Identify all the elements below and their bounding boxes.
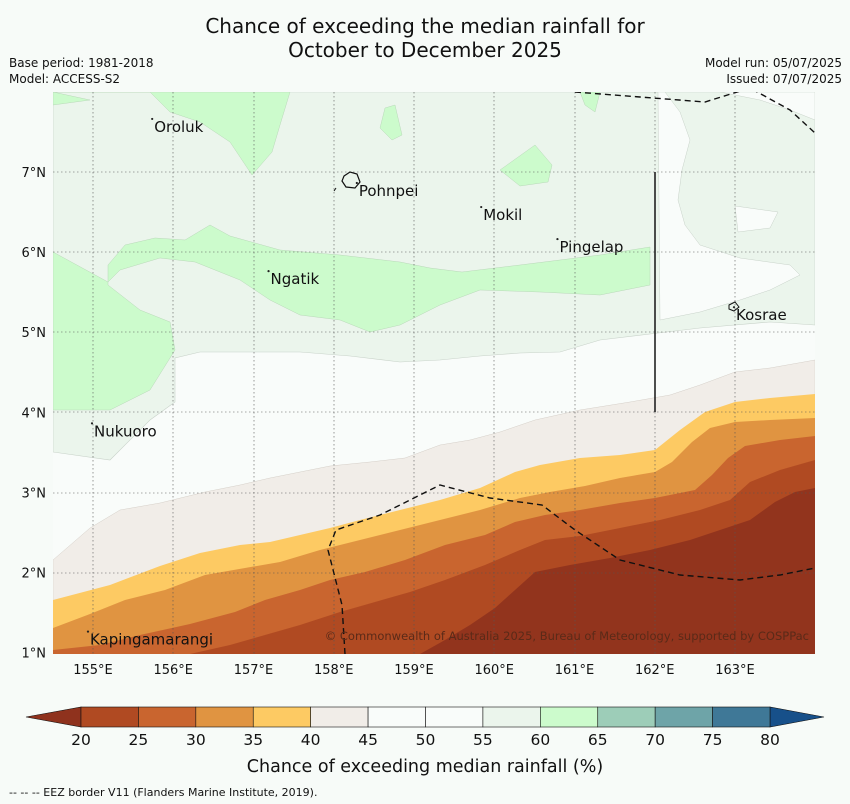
- region-50-55-east2: [719, 92, 815, 121]
- map-plot-area: [53, 92, 815, 654]
- colorbar-swatch: [195, 706, 254, 728]
- lat-tick-label: 7°N: [22, 166, 47, 181]
- region-below-20: [420, 488, 815, 654]
- lat-tick-label: 3°N: [22, 486, 47, 501]
- colorbar-swatch: [310, 706, 369, 728]
- pohnpei-island-shape: [341, 171, 361, 189]
- lon-tick-label: 157°E: [234, 663, 274, 678]
- colorbar-swatch: [138, 706, 197, 728]
- colorbar-swatch: [654, 706, 713, 728]
- region-50-55-east: [575, 92, 801, 321]
- lon-tick-label: 155°E: [73, 663, 113, 678]
- title-line-2: October to December 2025: [288, 38, 562, 62]
- colorbar-over-arrow: [769, 706, 825, 728]
- region-60-65-topright: [579, 92, 601, 113]
- issued-date: Issued: 07/07/2025: [726, 72, 842, 86]
- colorbar-tick-label: 60: [530, 731, 550, 749]
- place-marker: [86, 630, 90, 633]
- eez-borders: [327, 92, 815, 654]
- base-period: Base period: 1981-2018: [9, 56, 154, 70]
- pohnpei-atoll-mark: [333, 187, 337, 192]
- colorbar-tick-label: 65: [588, 731, 608, 749]
- colorbar-tick-label: 80: [760, 731, 780, 749]
- place-marker: [355, 181, 358, 185]
- colorbar-tick-label: 35: [243, 731, 263, 749]
- colorbar-tick-label: 75: [703, 731, 723, 749]
- meta-left: Base period: 1981-2018 Model: ACCESS-S2: [9, 55, 154, 87]
- lon-tick-label: 163°E: [715, 663, 755, 678]
- place-label-pohnpei: Pohnpei: [359, 182, 419, 200]
- region-60-65-small: [379, 104, 403, 141]
- place-marker: [90, 422, 94, 425]
- colorbar-under-arrow: [25, 706, 82, 728]
- place-label-nukuoro: Nukuoro: [94, 422, 157, 440]
- place-label-pingelap: Pingelap: [559, 238, 623, 256]
- colorbar-tick-label: 70: [645, 731, 665, 749]
- lat-tick-label: 5°N: [22, 326, 47, 341]
- colorbar-label: Chance of exceeding median rainfall (%): [247, 757, 603, 777]
- region-60-65-island: [499, 144, 553, 187]
- lat-tick-label: 6°N: [22, 246, 47, 261]
- place-label-ngatik: Ngatik: [271, 270, 320, 288]
- colorbar-swatch: [482, 706, 541, 728]
- meta-right: Model run: 05/07/2025 Issued: 07/07/2025: [705, 55, 842, 87]
- longitude-tick-labels: 155°E 156°E 157°E 158°E 159°E 160°E 161°E 162°E…: [73, 663, 755, 678]
- colorbar-swatch: [597, 706, 656, 728]
- colorbar-swatch: [80, 706, 139, 728]
- place-marker: [480, 205, 483, 209]
- place-labels: Oroluk Pohnpei Mokil Pingelap Ngatik Kosrae Nu…: [86, 117, 787, 649]
- latitude-tick-labels: 7°N 6°N 5°N 4°N 3°N 2°N 1°N: [22, 166, 47, 662]
- colorbar-swatch: [540, 706, 599, 728]
- model-name: Model: ACCESS-S2: [9, 72, 121, 86]
- title-line-1: Chance of exceeding the median rainfall …: [205, 14, 645, 38]
- region-50-55-east3: [734, 205, 779, 233]
- lat-tick-label: 2°N: [22, 567, 47, 582]
- colorbar-tick-label: 30: [186, 731, 206, 749]
- region-60-65-main: [53, 224, 651, 411]
- region-60-65-north: [53, 92, 291, 176]
- colorbar-tick-label: 20: [71, 731, 91, 749]
- lon-tick-label: 159°E: [394, 663, 434, 678]
- place-marker: [151, 117, 154, 121]
- eez-footnote: -- -- -- EEZ border V11 (Flanders Marine…: [9, 786, 318, 799]
- lat-tick-label: 4°N: [22, 406, 47, 421]
- place-marker: [267, 270, 270, 273]
- model-run: Model run: 05/07/2025: [704, 56, 842, 70]
- place-marker: [732, 306, 736, 309]
- colorbar-tick-label: 55: [473, 731, 493, 749]
- lon-tick-label: 156°E: [153, 663, 193, 678]
- map-title: Chance of exceeding the median rainfall …: [0, 14, 850, 62]
- colorbar-tick-label: 25: [129, 731, 149, 749]
- kosrae-island-shape: [728, 301, 740, 312]
- lon-tick-label: 161°E: [555, 663, 595, 678]
- place-label-kapingamarangi: Kapingamarangi: [90, 631, 213, 649]
- copyright-text: © Commonwealth of Australia 2025, Bureau…: [325, 629, 809, 643]
- lon-tick-label: 162°E: [635, 663, 675, 678]
- colorbar-tick-label: 45: [358, 731, 378, 749]
- colorbar-tick-label: 40: [301, 731, 321, 749]
- lon-tick-label: 160°E: [474, 663, 514, 678]
- colorbar-swatch: [712, 706, 771, 728]
- gridlines: [53, 92, 815, 654]
- place-label-oroluk: Oroluk: [154, 118, 203, 136]
- place-label-mokil: Mokil: [483, 206, 522, 224]
- colorbar-swatch: [425, 706, 484, 728]
- lon-tick-label: 158°E: [314, 663, 354, 678]
- colorbar: 20 25 30 35 40 45 50 55 60 65 70 75 80: [25, 706, 825, 749]
- colorbar-swatch: [252, 706, 311, 728]
- colorbar-tick-label: 50: [416, 731, 436, 749]
- place-marker: [556, 237, 559, 241]
- place-label-kosrae: Kosrae: [736, 306, 787, 324]
- lat-tick-label: 1°N: [22, 647, 47, 662]
- colorbar-swatch: [367, 706, 426, 728]
